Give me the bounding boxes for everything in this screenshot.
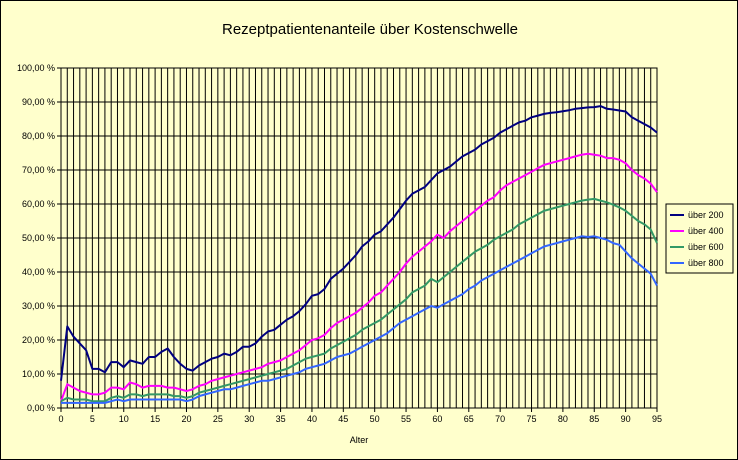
- y-tick-label: 90,00 %: [22, 97, 55, 107]
- y-tick-label: 60,00 %: [22, 199, 55, 209]
- series-lines: [60, 105, 658, 404]
- x-axis-ticks: 0 5 10 15 20 25 30 35 40 45 50 55 60 65 70 75 80 85 90 95: [58, 408, 662, 424]
- x-tick-label: 50: [370, 414, 380, 424]
- series-line-2: [60, 152, 658, 402]
- series-line-4: [61, 235, 658, 404]
- x-tick-label: 75: [527, 414, 537, 424]
- x-tick-label: 65: [464, 414, 474, 424]
- x-tick-label: 20: [181, 414, 191, 424]
- y-tick-label: 30,00 %: [22, 301, 55, 311]
- y-tick-label: 20,00 %: [22, 335, 55, 345]
- chart-title: Rezeptpatientenanteile über Kostenschwel…: [222, 21, 518, 38]
- x-tick-label: 55: [401, 414, 411, 424]
- legend-label: über 400: [688, 226, 724, 236]
- x-tick-label: 35: [276, 414, 286, 424]
- x-tick-label: 10: [119, 414, 129, 424]
- x-tick-label: 45: [338, 414, 348, 424]
- x-tick-label: 90: [621, 414, 631, 424]
- x-tick-label: 15: [150, 414, 160, 424]
- y-tick-label: 0,00 %: [27, 403, 55, 413]
- y-axis-ticks: 0,00 % 10,00 % 20,00 % 30,00 % 40,00 % 50,00 …: [17, 63, 61, 413]
- legend-label: über 800: [688, 258, 724, 268]
- y-tick-label: 40,00 %: [22, 267, 55, 277]
- y-tick-label: 50,00 %: [22, 233, 55, 243]
- y-tick-label: 100,00 %: [17, 63, 55, 73]
- x-tick-label: 0: [58, 414, 63, 424]
- legend: über 200 über 400 über 600 über 800: [665, 203, 734, 274]
- series-line-3: [60, 197, 658, 403]
- x-tick-label: 40: [307, 414, 317, 424]
- x-tick-label: 80: [558, 414, 568, 424]
- x-tick-label: 95: [652, 414, 662, 424]
- x-tick-label: 60: [432, 414, 442, 424]
- legend-label: über 200: [688, 210, 724, 220]
- x-tick-label: 70: [495, 414, 505, 424]
- series-line-1: [60, 105, 658, 381]
- x-tick-label: 5: [90, 414, 95, 424]
- x-tick-label: 85: [589, 414, 599, 424]
- x-tick-label: 25: [213, 414, 223, 424]
- x-axis-label: Alter: [350, 435, 369, 445]
- y-tick-label: 80,00 %: [22, 131, 55, 141]
- y-tick-label: 10,00 %: [22, 369, 55, 379]
- x-tick-label: 30: [244, 414, 254, 424]
- y-tick-label: 70,00 %: [22, 165, 55, 175]
- legend-label: über 600: [688, 242, 724, 252]
